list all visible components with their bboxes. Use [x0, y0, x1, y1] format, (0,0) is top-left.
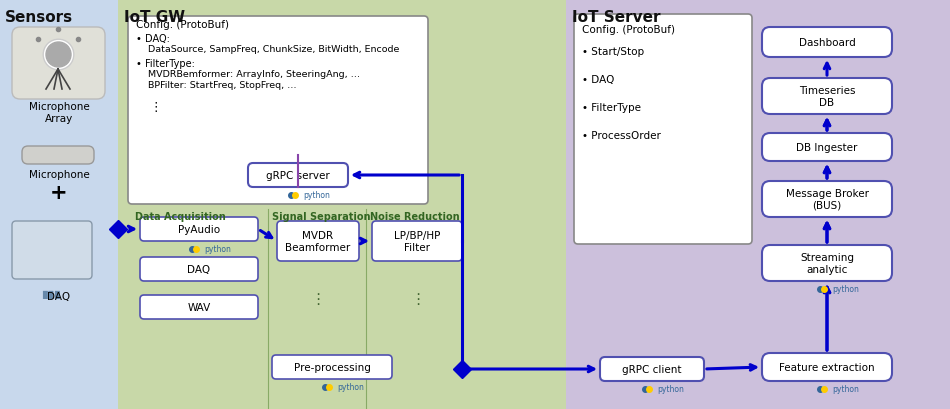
Text: Pre-processing: Pre-processing [294, 362, 370, 372]
Text: Timeseries
DB: Timeseries DB [799, 86, 855, 108]
FancyBboxPatch shape [600, 357, 704, 381]
Text: gRPC server: gRPC server [266, 171, 330, 180]
Text: python: python [204, 245, 231, 254]
Text: • DAQ:: • DAQ: [136, 34, 170, 44]
Text: ⋮: ⋮ [311, 291, 326, 306]
Text: python: python [657, 384, 684, 393]
Bar [566, 0, 950, 409]
FancyBboxPatch shape [762, 182, 892, 218]
Text: DB Ingester: DB Ingester [796, 143, 858, 153]
Text: IoT Server: IoT Server [572, 10, 660, 25]
Text: Data Acquisition: Data Acquisition [135, 211, 226, 221]
Text: MVDRBemformer: ArrayInfo, SteeringAng, …: MVDRBemformer: ArrayInfo, SteeringAng, … [142, 70, 360, 79]
Text: +: + [50, 182, 67, 202]
Text: python: python [832, 384, 859, 393]
FancyBboxPatch shape [12, 28, 105, 100]
Text: Sensors: Sensors [5, 10, 73, 25]
FancyBboxPatch shape [574, 15, 752, 245]
FancyBboxPatch shape [762, 134, 892, 162]
Text: IoT GW: IoT GW [124, 10, 185, 25]
FancyBboxPatch shape [140, 218, 258, 241]
Text: ⋮: ⋮ [410, 291, 426, 306]
Text: WAV: WAV [187, 302, 211, 312]
Text: Config. (ProtoBuf): Config. (ProtoBuf) [582, 25, 675, 35]
Text: ⋮: ⋮ [142, 101, 162, 114]
Text: LP/BP/HP
Filter: LP/BP/HP Filter [394, 231, 440, 252]
FancyBboxPatch shape [277, 221, 359, 261]
FancyBboxPatch shape [372, 221, 462, 261]
Text: • ProcessOrder: • ProcessOrder [582, 131, 661, 141]
FancyBboxPatch shape [128, 17, 428, 204]
FancyBboxPatch shape [140, 257, 258, 281]
Text: PyAudio: PyAudio [178, 225, 220, 234]
Text: DataSource, SampFreq, ChunkSize, BitWidth, Encode: DataSource, SampFreq, ChunkSize, BitWidt… [142, 45, 399, 54]
FancyBboxPatch shape [272, 355, 392, 379]
Text: python: python [337, 382, 364, 391]
FancyBboxPatch shape [762, 353, 892, 381]
Text: • FilterType:: • FilterType: [136, 59, 195, 69]
Text: python: python [832, 285, 859, 294]
Bar [0, 0, 118, 409]
Text: MVDR
Beamformer: MVDR Beamformer [285, 231, 351, 252]
Text: Microphone
Array: Microphone Array [28, 102, 89, 123]
FancyBboxPatch shape [762, 245, 892, 281]
FancyBboxPatch shape [12, 221, 92, 279]
Text: Config. (ProtoBuf): Config. (ProtoBuf) [136, 20, 229, 30]
Text: • Start/Stop: • Start/Stop [582, 47, 644, 57]
FancyBboxPatch shape [22, 147, 94, 164]
Bar [118, 0, 566, 409]
Text: Streaming
analytic: Streaming analytic [800, 253, 854, 274]
FancyBboxPatch shape [248, 164, 348, 188]
FancyBboxPatch shape [762, 79, 892, 115]
Text: Feature extraction: Feature extraction [779, 362, 875, 372]
Text: Message Broker
(BUS): Message Broker (BUS) [786, 189, 868, 210]
Text: DAQ: DAQ [187, 264, 211, 274]
Text: BPFilter: StartFreq, StopFreq, …: BPFilter: StartFreq, StopFreq, … [142, 81, 296, 90]
Text: Signal Separation: Signal Separation [272, 211, 370, 221]
FancyBboxPatch shape [140, 295, 258, 319]
Text: DAQ: DAQ [48, 291, 70, 301]
Text: ▊▊▊: ▊▊▊ [42, 289, 62, 298]
Text: Microphone: Microphone [28, 170, 89, 180]
Text: • FilterType: • FilterType [582, 103, 641, 113]
FancyBboxPatch shape [762, 28, 892, 58]
Text: • DAQ: • DAQ [582, 75, 615, 85]
Text: Noise Reduction: Noise Reduction [370, 211, 460, 221]
Text: gRPC client: gRPC client [622, 364, 682, 374]
Text: python: python [303, 191, 330, 200]
Text: Dashboard: Dashboard [799, 38, 855, 48]
